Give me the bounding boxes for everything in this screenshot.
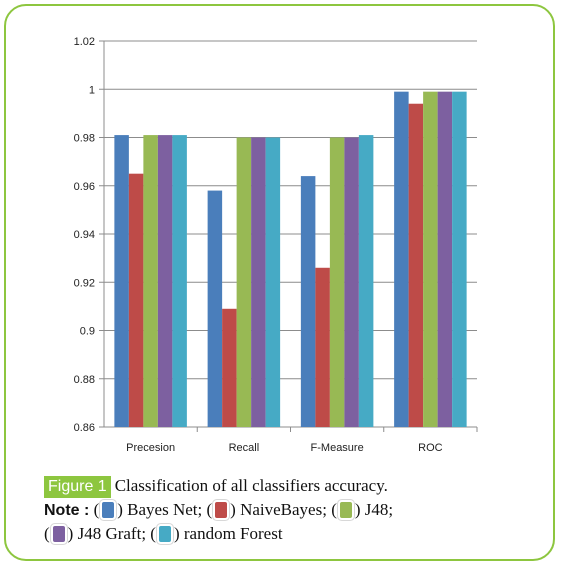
y-tick-label: 0.88 — [74, 374, 95, 386]
y-tick-label: 0.96 — [74, 181, 95, 193]
y-tick-label: 0.98 — [74, 133, 95, 145]
x-category-label: ROC — [418, 442, 443, 454]
caption-line-3: () J48 Graft; () random Forest — [44, 524, 283, 543]
x-category-label: Precesion — [126, 442, 175, 454]
caption-text: Classification of all classifiers accura… — [114, 476, 388, 495]
bar — [207, 190, 223, 427]
y-tick-label: 1.02 — [74, 36, 95, 48]
bar — [251, 137, 266, 427]
bar — [329, 137, 345, 427]
note-label: Note : — [44, 502, 90, 519]
x-category-label: F-Measure — [311, 442, 364, 454]
bar — [143, 135, 158, 427]
legend-label-random-forest: ) random Forest — [173, 524, 283, 543]
figure-tag: Figure 1 — [44, 476, 111, 498]
y-tick-label: 0.94 — [74, 229, 95, 241]
legend-swatch-j48 — [339, 502, 352, 518]
figure-caption: Figure 1 Classification of all classifier… — [44, 474, 544, 545]
bar — [300, 176, 316, 427]
bar — [423, 91, 438, 427]
legend-swatch-j48-graft — [52, 526, 65, 542]
bar — [222, 308, 237, 427]
bar — [315, 267, 330, 427]
y-tick-label: 0.92 — [74, 277, 95, 289]
caption-line-2: Note : () Bayes Net; () NaiveBayes; () J… — [44, 500, 394, 519]
bar-chart: 0.86 0.88 0.9 0.92 0.94 0.96 0.98 1 1.02 Precesio… — [74, 36, 478, 454]
legend-label-j48-graft: ) J48 Graft; — [67, 524, 147, 543]
legend-label-naivebayes: ) NaiveBayes; — [230, 500, 327, 519]
bar — [114, 135, 129, 427]
legend-label-bayes-net: ) Bayes Net; — [117, 500, 203, 519]
bar — [408, 103, 424, 427]
bar — [172, 135, 187, 427]
bar — [452, 91, 467, 427]
caption-line-1: Figure 1 Classification of all classifier… — [44, 474, 544, 498]
bar — [358, 135, 374, 427]
bar — [236, 137, 252, 427]
bar — [344, 137, 359, 427]
legend-swatch-bayes-net — [102, 502, 115, 518]
y-tick-label: 0.86 — [74, 422, 95, 434]
legend-label-j48: ) J48; — [354, 500, 394, 519]
bar — [394, 91, 409, 427]
x-category-label: Recall — [229, 442, 260, 454]
bar — [157, 135, 173, 427]
legend-swatch-naivebayes — [215, 502, 228, 518]
bar — [128, 173, 144, 427]
bar — [265, 137, 281, 427]
y-tick-label: 1 — [89, 84, 95, 96]
legend-swatch-random-forest — [158, 526, 171, 542]
y-tick-label: 0.9 — [80, 326, 95, 338]
bar — [437, 91, 453, 427]
